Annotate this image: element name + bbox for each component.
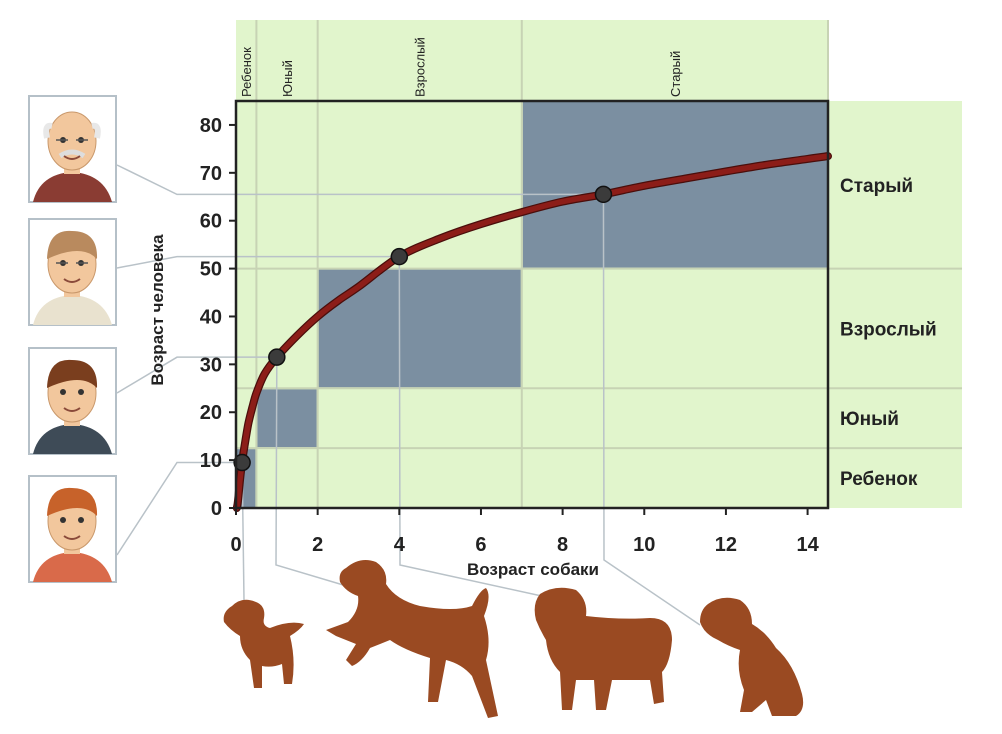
y-tick-label: 80 xyxy=(200,115,222,137)
stage-box-1 xyxy=(257,389,317,448)
child-portrait xyxy=(28,475,117,583)
portrait-shirt xyxy=(33,295,112,325)
plot-frame xyxy=(234,99,830,510)
portrait-face xyxy=(47,111,97,171)
x-axis-label: Возраст собаки xyxy=(467,560,599,579)
y-tick-label: 30 xyxy=(200,354,222,376)
data-point-3 xyxy=(594,185,613,204)
dog-silhouettes xyxy=(223,560,804,718)
data-point-0 xyxy=(233,453,251,472)
human-portraits xyxy=(28,95,117,583)
portrait-shirt xyxy=(33,552,112,582)
x-tick-label: 12 xyxy=(715,534,737,556)
y-tick-label: 40 xyxy=(200,306,222,328)
senior-portrait xyxy=(28,95,117,203)
y-tick-label: 10 xyxy=(200,450,222,472)
data-point-1 xyxy=(268,348,286,366)
stage-box-3 xyxy=(522,102,827,268)
human-stage-label: Юный xyxy=(840,409,899,430)
x-tick-label: 2 xyxy=(312,534,323,556)
young-portrait xyxy=(28,347,117,455)
axes: 0 2 4 6 8 10 12 14 0 10 20 30 40 50 60 70 80 xyxy=(200,99,830,556)
puppy-silhouette xyxy=(223,599,304,688)
dog-connector xyxy=(275,357,361,591)
stage-boxes xyxy=(237,102,827,507)
human-stage-label: Взрослый xyxy=(840,319,937,340)
dog-stage-label: Юный xyxy=(280,60,295,97)
portrait-eye xyxy=(78,389,84,395)
x-tick-label: 8 xyxy=(557,534,568,556)
connector-lines xyxy=(116,164,701,626)
portrait-eye xyxy=(60,389,66,395)
portrait-hair xyxy=(47,487,98,516)
portrait-connector xyxy=(116,164,604,196)
portrait-mouth xyxy=(63,155,81,160)
dog-stage-label: Старый xyxy=(668,51,683,97)
y-tick-label: 60 xyxy=(200,211,222,233)
dog-stage-label: Ребенок xyxy=(239,47,254,97)
portrait-hair xyxy=(47,359,98,388)
x-tick-label: 0 xyxy=(230,534,241,556)
portrait-shirt xyxy=(33,172,112,202)
dog-connector xyxy=(398,256,561,601)
y-tick-label: 20 xyxy=(200,402,222,424)
stage-box-2 xyxy=(318,269,521,388)
portrait-mouth xyxy=(63,535,81,540)
data-points xyxy=(233,185,613,472)
adult-dog-silhouette xyxy=(534,587,672,710)
senior-dog-silhouette xyxy=(700,597,804,716)
stage-labels: Ребенок Юный Взрослый Старый Ребенок Юный Взро… xyxy=(239,37,936,490)
portrait-hair xyxy=(43,122,101,139)
portrait-eye xyxy=(60,517,66,523)
x-tick-label: 10 xyxy=(633,534,655,556)
y-tick-label: 50 xyxy=(200,259,222,281)
portrait-shirt xyxy=(33,424,112,454)
dog-stage-label: Взрослый xyxy=(413,37,428,97)
y-tick-label: 70 xyxy=(200,163,222,185)
dog-connector xyxy=(602,194,701,626)
age-curve xyxy=(232,152,832,512)
adult-portrait xyxy=(28,218,117,326)
human-stage-label: Ребенок xyxy=(840,469,918,490)
y-tick-label: 0 xyxy=(211,498,222,520)
portrait-mustache xyxy=(58,149,86,159)
portrait-hair xyxy=(47,230,98,259)
portrait-mouth xyxy=(63,278,81,283)
x-tick-label: 14 xyxy=(796,534,819,556)
portrait-connector xyxy=(116,255,400,269)
portrait-connector xyxy=(116,356,277,394)
portrait-mouth xyxy=(63,407,81,412)
x-tick-label: 6 xyxy=(475,534,486,556)
age-curve-line xyxy=(234,153,831,511)
x-tick-label: 4 xyxy=(394,534,406,556)
portrait-eye xyxy=(78,517,84,523)
young-dog-silhouette xyxy=(326,560,498,718)
y-axis-label: Возраст человека xyxy=(148,234,167,386)
portrait-connector xyxy=(116,461,243,556)
human-stage-label: Старый xyxy=(840,176,913,197)
data-point-2 xyxy=(390,247,409,266)
